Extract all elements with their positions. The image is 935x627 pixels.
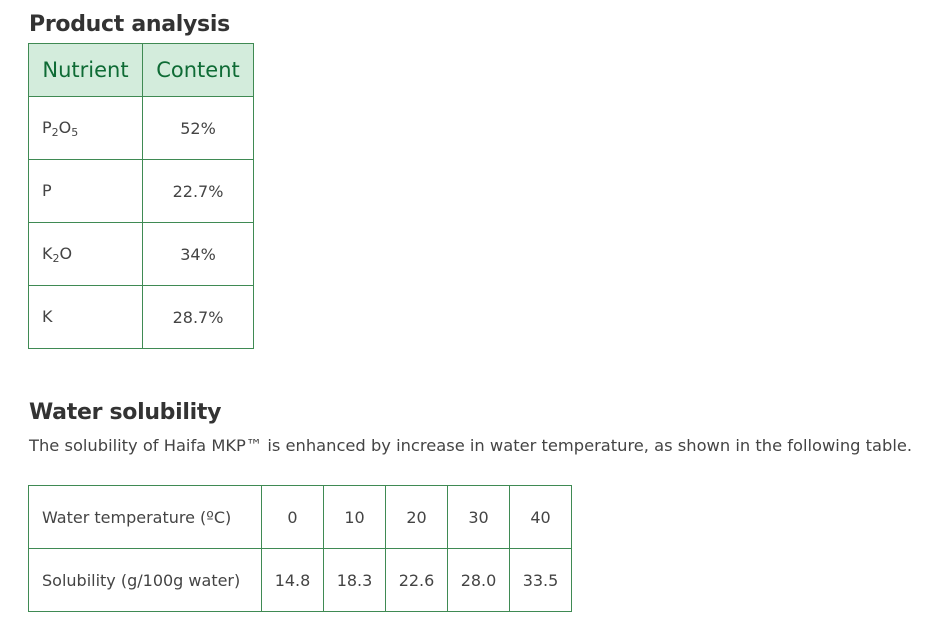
content-cell: 52% [142, 96, 254, 160]
content-cell: 28.7% [142, 285, 254, 349]
value-cell: 0 [261, 485, 324, 549]
nutrient-cell: K [28, 285, 143, 349]
value-cell: 18.3 [323, 548, 386, 612]
content-cell: 22.7% [142, 159, 254, 223]
table-header-row: Nutrient Content [28, 43, 254, 97]
product-analysis-table: Nutrient Content P2O5 52% P 22.7% K2O 34… [28, 43, 254, 349]
row-label: Solubility (g/100g water) [28, 548, 262, 612]
content-header: Content [142, 43, 254, 97]
value-cell: 33.5 [509, 548, 572, 612]
nutrient-cell: K2O [28, 222, 143, 286]
product-analysis-title: Product analysis [29, 12, 230, 37]
water-solubility-title: Water solubility [29, 400, 222, 425]
water-solubility-description: The solubility of Haifa MKP™ is enhanced… [29, 436, 913, 455]
solubility-table: Water temperature (ºC) 0 10 20 30 40 Sol… [28, 485, 572, 612]
table-row: K2O 34% [28, 222, 254, 286]
nutrient-header: Nutrient [28, 43, 143, 97]
value-cell: 28.0 [447, 548, 510, 612]
table-row: Solubility (g/100g water) 14.8 18.3 22.6… [28, 548, 572, 612]
value-cell: 20 [385, 485, 448, 549]
table-row: P 22.7% [28, 159, 254, 223]
value-cell: 22.6 [385, 548, 448, 612]
table-row: P2O5 52% [28, 96, 254, 160]
value-cell: 14.8 [261, 548, 324, 612]
value-cell: 10 [323, 485, 386, 549]
nutrient-cell: P2O5 [28, 96, 143, 160]
value-cell: 30 [447, 485, 510, 549]
nutrient-cell: P [28, 159, 143, 223]
content-cell: 34% [142, 222, 254, 286]
table-row: Water temperature (ºC) 0 10 20 30 40 [28, 485, 572, 549]
row-label: Water temperature (ºC) [28, 485, 262, 549]
value-cell: 40 [509, 485, 572, 549]
table-row: K 28.7% [28, 285, 254, 349]
